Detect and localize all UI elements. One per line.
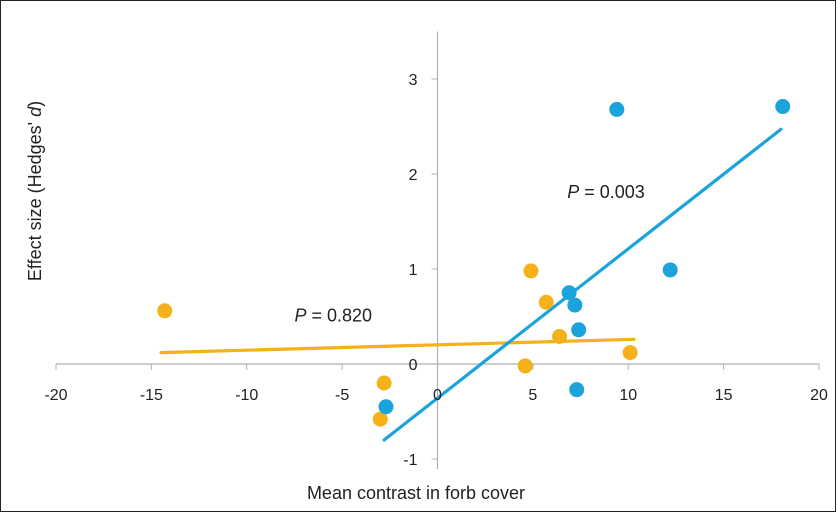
data-point bbox=[569, 382, 585, 398]
y-tick-label: -1 bbox=[403, 452, 417, 469]
x-tick-label: 15 bbox=[715, 387, 733, 404]
x-tick-label: 10 bbox=[619, 387, 637, 404]
y-axis-title: Effect size (Hedges' d) bbox=[25, 101, 45, 281]
p-value-annotation: P = 0.003 bbox=[567, 182, 645, 202]
data-point bbox=[561, 285, 577, 301]
data-point bbox=[523, 263, 539, 279]
p-value-annotation: P = 0.820 bbox=[294, 305, 372, 325]
data-point bbox=[775, 99, 791, 115]
y-tick-label: 1 bbox=[409, 262, 418, 279]
x-tick-label: -5 bbox=[335, 387, 349, 404]
x-tick-label: 5 bbox=[528, 387, 537, 404]
data-point bbox=[157, 303, 173, 319]
y-tick-label: 3 bbox=[409, 72, 418, 89]
data-point bbox=[517, 358, 533, 374]
data-points bbox=[157, 99, 791, 427]
x-tick-label: 20 bbox=[810, 387, 828, 404]
x-tick-label: 0 bbox=[433, 387, 442, 404]
data-point bbox=[609, 101, 625, 117]
axes bbox=[55, 31, 820, 469]
x-tick-label: -15 bbox=[140, 387, 163, 404]
y-tick-label: 2 bbox=[409, 167, 418, 184]
data-point bbox=[538, 294, 554, 310]
data-point bbox=[571, 322, 587, 338]
data-point bbox=[622, 345, 638, 361]
data-point bbox=[378, 399, 394, 415]
data-point bbox=[567, 297, 583, 313]
data-point bbox=[552, 328, 568, 344]
y-tick-label: 0 bbox=[409, 357, 418, 374]
x-tick-label: -10 bbox=[235, 387, 258, 404]
data-point bbox=[372, 411, 388, 427]
data-point bbox=[376, 375, 392, 391]
x-axis-title: Mean contrast in forb cover bbox=[307, 483, 525, 503]
data-point bbox=[662, 262, 678, 278]
x-tick-label: -20 bbox=[44, 387, 67, 404]
trend-line-1 bbox=[382, 127, 783, 442]
